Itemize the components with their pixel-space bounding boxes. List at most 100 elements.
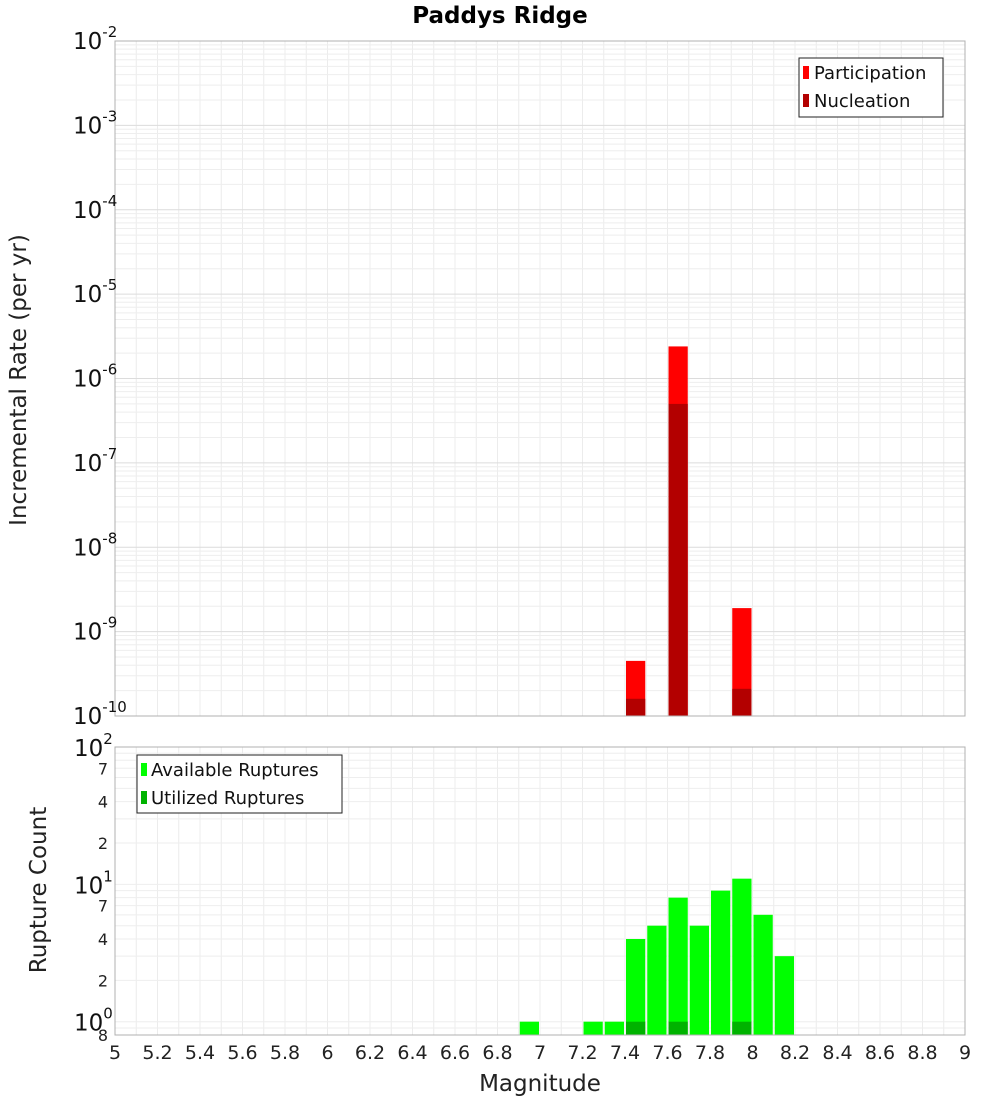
top-legend-label: Participation: [814, 63, 926, 84]
top-y-tick-base: 10: [73, 620, 102, 646]
top-bar-nucleation: [626, 698, 646, 716]
bottom-y-tick-exp: 1: [103, 867, 113, 885]
bottom-y-minor-tick-label: 7: [98, 897, 108, 916]
bottom-bar-available: [604, 1021, 624, 1035]
bottom-legend-swatch: [141, 763, 147, 776]
x-tick-label: 6: [321, 1042, 333, 1064]
top-y-tick-base: 10: [73, 29, 102, 55]
bottom-y-axis-label: Rupture Count: [26, 807, 52, 973]
top-y-tick-exp: -7: [102, 445, 117, 463]
top-y-tick-label: 10-6: [73, 361, 117, 393]
top-y-tick-exp: -5: [102, 276, 117, 294]
top-y-tick-base: 10: [73, 451, 102, 477]
x-tick-label: 5.8: [270, 1042, 300, 1064]
bottom-y-tick-exp: 2: [103, 730, 113, 748]
bottom-y-tick-base: 10: [74, 873, 103, 899]
top-bar-nucleation: [668, 403, 688, 716]
bottom-bar-available: [519, 1021, 539, 1035]
bottom-legend-label: Available Ruptures: [151, 760, 319, 781]
bottom-bar-utilized: [668, 1021, 688, 1035]
top-y-tick-label: 10-10: [73, 698, 127, 730]
bottom-plot-frame: [114, 746, 966, 1036]
bottom-bar-available: [668, 897, 688, 1035]
top-y-tick-exp: -8: [102, 529, 117, 547]
bottom-y-tick-label: 101: [74, 867, 113, 899]
top-y-tick-label: 10-8: [73, 529, 117, 561]
bottom-bar-utilized: [732, 1021, 752, 1035]
top-y-tick-base: 10: [73, 367, 102, 393]
top-legend-label: Nucleation: [814, 91, 910, 112]
x-tick-label: 6.8: [482, 1042, 512, 1064]
x-tick-labels: 5 5.2 5.4 5.6 5.8 6 6.2 6.4 6.6 6.8 7 7.2 7.4 7.6 7.8 8…: [109, 1042, 971, 1064]
top-y-tick-exp: -9: [102, 614, 117, 632]
top-y-tick-base: 10: [73, 282, 102, 308]
top-y-axis-label: Incremental Rate (per yr): [6, 234, 32, 526]
x-tick-label: 7: [534, 1042, 546, 1064]
x-tick-label: 7.2: [567, 1042, 597, 1064]
top-y-tick-base: 10: [73, 535, 102, 561]
bottom-y-tick-exp: 0: [103, 1005, 113, 1023]
top-bar-nucleation: [732, 688, 752, 716]
top-y-tick-label: 10-2: [73, 23, 117, 55]
bottom-y-tick-base: 10: [74, 736, 103, 762]
x-tick-label: 9: [959, 1042, 971, 1064]
bottom-bar-available: [774, 956, 794, 1035]
x-tick-label: 6.4: [397, 1042, 427, 1064]
bottom-y-minor-tick-label: 7: [98, 759, 108, 778]
bottom-series-utilized: [626, 1021, 752, 1035]
bottom-bar-available: [753, 914, 773, 1035]
top-y-tick-label: 10-3: [73, 107, 117, 139]
top-y-tick-exp: -4: [102, 192, 117, 210]
bottom-bar-utilized: [626, 1021, 646, 1035]
x-axis-label: Magnitude: [479, 1071, 601, 1097]
bottom-bar-available: [732, 878, 752, 1035]
top-gridlines: [114, 41, 966, 717]
top-y-tick-label: 10-5: [73, 276, 117, 308]
x-tick-label: 7.4: [610, 1042, 640, 1064]
bottom-series-available: [519, 878, 794, 1035]
bottom-legend-label: Utilized Ruptures: [151, 788, 304, 809]
bottom-y-minor-tick-label: 2: [98, 971, 108, 990]
top-legend-box: [798, 57, 944, 118]
top-y-tick-exp: -10: [102, 698, 127, 716]
top-y-tick-base: 10: [73, 113, 102, 139]
bottom-legend: Available Ruptures Utilized Ruptures: [136, 754, 343, 814]
x-tick-label: 7.6: [652, 1042, 682, 1064]
bottom-y-tick-label: 102: [74, 730, 113, 762]
top-plot-frame: [114, 40, 966, 717]
x-tick-label: 8.4: [822, 1042, 852, 1064]
top-y-tick-exp: -3: [102, 107, 117, 125]
bottom-bar-available: [583, 1021, 603, 1035]
bottom-y-minor-tick-label: 4: [98, 793, 108, 812]
x-tick-label: 8: [746, 1042, 758, 1064]
bottom-y-tick-base: 10: [74, 1011, 103, 1037]
chart-title: Paddys Ridge: [412, 3, 588, 29]
bottom-y-minor-tick-label: 4: [98, 930, 108, 949]
top-y-tick-base: 10: [73, 704, 102, 730]
x-tick-label: 5: [109, 1042, 121, 1064]
x-tick-label: 6.6: [440, 1042, 470, 1064]
top-series-nucleation: [626, 403, 752, 716]
top-y-tick-base: 10: [73, 198, 102, 224]
x-tick-label: 7.8: [695, 1042, 725, 1064]
top-y-tick-exp: -2: [102, 23, 117, 41]
x-tick-label: 5.2: [142, 1042, 172, 1064]
top-y-tick-label: 10-4: [73, 192, 117, 224]
x-tick-label: 8.8: [907, 1042, 937, 1064]
bottom-legend-box: [136, 754, 343, 814]
bottom-bar-available: [711, 890, 731, 1035]
bottom-legend-swatch: [141, 791, 147, 804]
top-legend-swatch: [803, 94, 809, 107]
x-tick-label: 5.6: [227, 1042, 257, 1064]
bottom-y-minor-tick-label: 2: [98, 834, 108, 853]
top-legend: Participation Nucleation: [798, 57, 944, 118]
x-tick-label: 8.2: [780, 1042, 810, 1064]
top-y-tick-label: 10-7: [73, 445, 117, 477]
bottom-y-tick-label: 100: [74, 1005, 113, 1037]
bottom-bar-available: [689, 925, 709, 1035]
top-legend-swatch: [803, 66, 809, 79]
bottom-y-minor-tick-label: 8: [98, 1026, 108, 1045]
x-tick-label: 6.2: [355, 1042, 385, 1064]
